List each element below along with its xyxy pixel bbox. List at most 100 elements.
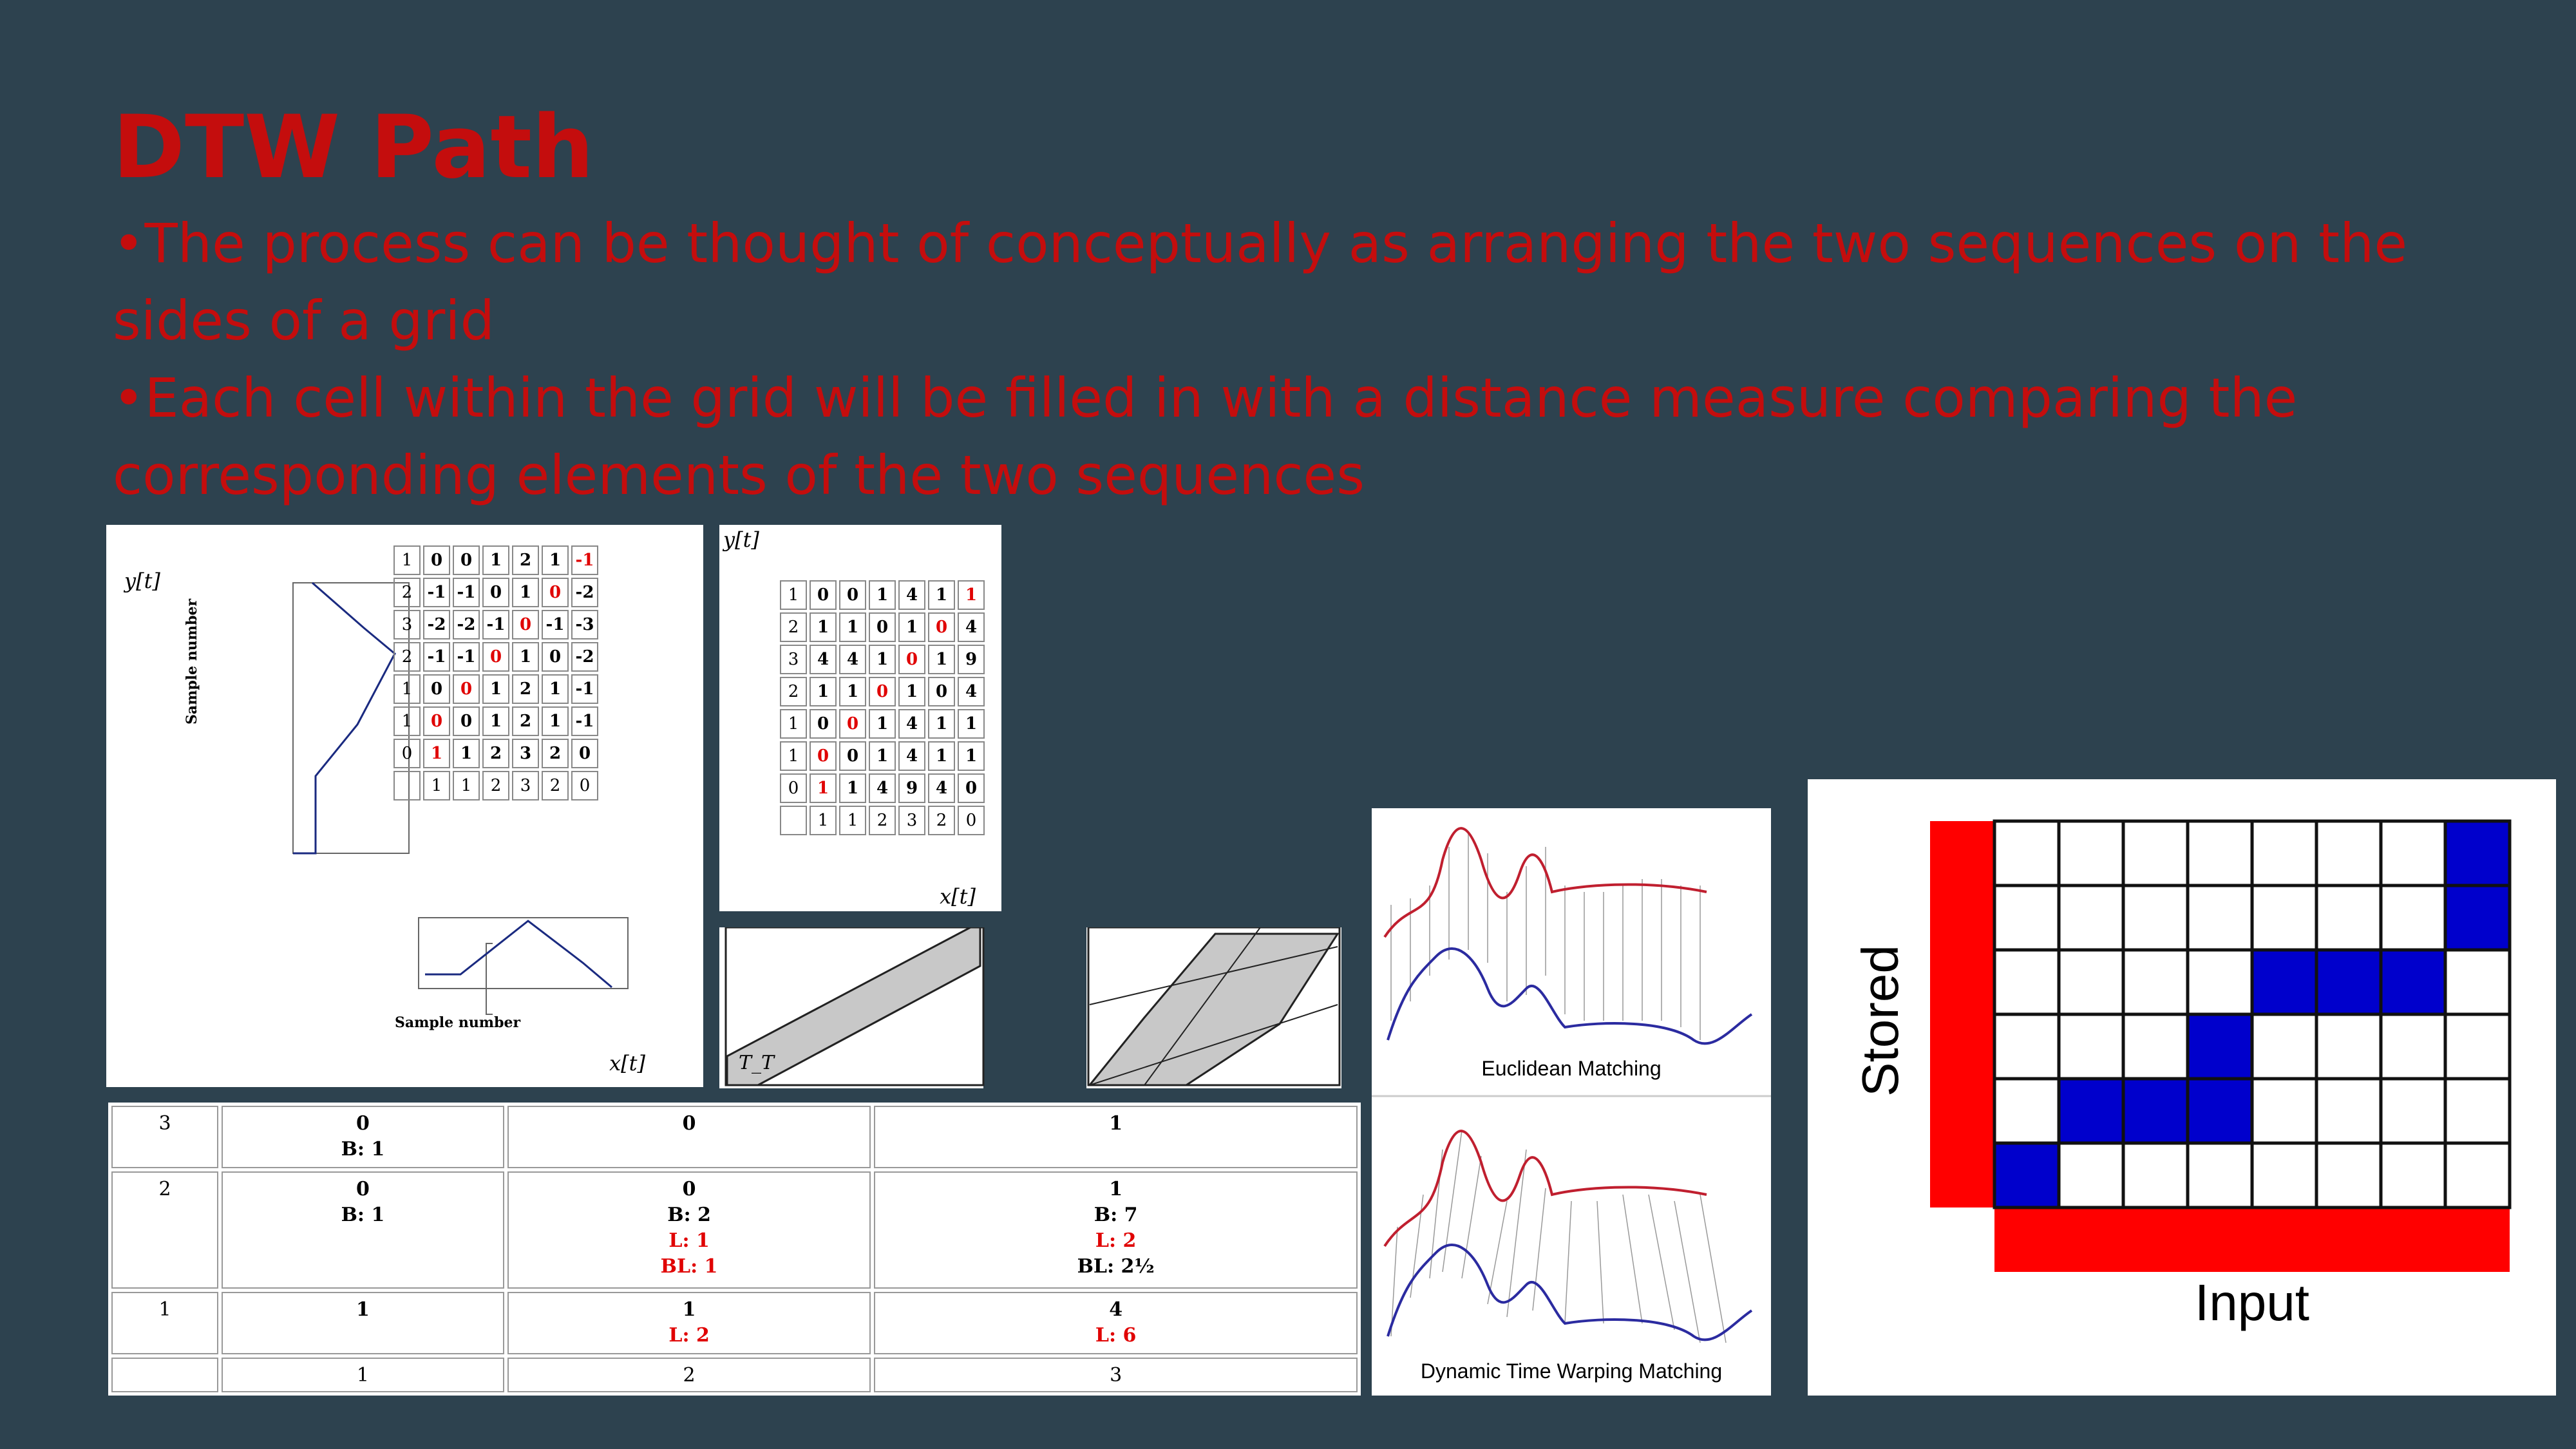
grid-cell: 1 bbox=[542, 706, 569, 736]
grid-cell bbox=[2315, 1141, 2383, 1209]
grid-cell: 1 bbox=[453, 739, 480, 768]
grid-cell bbox=[2443, 819, 2512, 887]
grid-cell bbox=[2121, 1141, 2190, 1209]
grid-cell: 1 bbox=[780, 580, 807, 610]
grid-cell: 1 bbox=[958, 580, 985, 610]
cell-line: 1 bbox=[1109, 1112, 1123, 1135]
grid-cell: 3 bbox=[780, 645, 807, 674]
grid-cell: 1 bbox=[512, 578, 539, 607]
x-sequence-plot bbox=[486, 943, 493, 1015]
euclidean-caption: Euclidean Matching bbox=[1481, 1057, 1661, 1080]
grid-cell: 1 bbox=[839, 612, 866, 642]
cell-line: 0 bbox=[356, 1112, 370, 1135]
grid-row: 1 0 0 1 2 1 -1 bbox=[393, 706, 598, 736]
grid-cell: 0 bbox=[839, 580, 866, 610]
grid-cell: 1 bbox=[928, 709, 955, 739]
grid-cell: 1 bbox=[482, 545, 509, 575]
grid-cell: 2 bbox=[393, 642, 421, 672]
grid-row: 1 0 0 1 2 1 -1 bbox=[393, 545, 598, 575]
grid-cell bbox=[2315, 819, 2383, 887]
grid-cell: 0 bbox=[482, 642, 509, 672]
table-row: 2 0 B: 1 0 B: 2 L: 1 BL: 1 1 B: 7 L: 2 BL: 2½ bbox=[111, 1171, 1358, 1289]
grid-cell: 1 bbox=[512, 642, 539, 672]
slide-title: DTW Path bbox=[113, 97, 594, 198]
table-cell: 1 bbox=[222, 1291, 504, 1354]
difference-grid: 1 0 0 1 2 1 -1 2 -1 -1 0 1 0 -2 3 -2 -2 -1 0 -1 -3 2 -1 -1 0 1 0 -2… bbox=[391, 543, 601, 803]
grid-cell bbox=[2443, 1012, 2512, 1081]
grid-cell: 2 bbox=[542, 771, 569, 800]
grid-cell bbox=[2379, 884, 2447, 952]
grid-cells bbox=[1993, 819, 2512, 1209]
grid-cell: 0 bbox=[453, 545, 480, 575]
grid-cell: -3 bbox=[571, 610, 598, 639]
grid-cell: -1 bbox=[453, 578, 480, 607]
cell-line: 1 bbox=[356, 1298, 370, 1321]
grid-cell: 0 bbox=[542, 578, 569, 607]
grid-cell: 1 bbox=[958, 741, 985, 771]
grid-cell: 1 bbox=[423, 739, 450, 768]
y-axis-title: Sample number bbox=[184, 599, 200, 724]
grid-cell: 0 bbox=[423, 706, 450, 736]
grid-cell: -2 bbox=[571, 578, 598, 607]
table-row: 3 0 B: 1 0 1 bbox=[111, 1106, 1358, 1168]
figure-warping-windows: T_T bbox=[719, 926, 1341, 1088]
grid-cell: 0 bbox=[393, 739, 421, 768]
grid-cell bbox=[2186, 948, 2254, 1016]
grid-cell bbox=[2057, 884, 2125, 952]
grid-cell: 4 bbox=[958, 612, 985, 642]
grid-cell bbox=[2186, 884, 2254, 952]
y-sequence-plot: Sample number bbox=[184, 582, 410, 855]
grid-cell: 2 bbox=[482, 771, 509, 800]
grid-cell: 1 bbox=[810, 677, 837, 706]
grid-cell: 0 bbox=[571, 739, 598, 768]
y-label: y[t] bbox=[124, 569, 160, 593]
grid-cell: 2 bbox=[512, 674, 539, 704]
grid-cell: 1 bbox=[393, 706, 421, 736]
grid-cell: 3 bbox=[898, 806, 925, 835]
grid-cell: 3 bbox=[512, 771, 539, 800]
stored-label: Stored bbox=[1852, 945, 1909, 1097]
cell-line: 1 bbox=[682, 1298, 696, 1321]
grid-cell: 2 bbox=[393, 578, 421, 607]
grid-cell bbox=[2057, 819, 2125, 887]
grid-cell bbox=[2186, 819, 2254, 887]
warping-window-bands: T_T bbox=[719, 926, 1341, 1088]
cell-line: B: 1 bbox=[341, 1138, 385, 1160]
cell-line: 2 bbox=[683, 1363, 696, 1387]
grid-row: 2 -1 -1 0 1 0 -2 bbox=[393, 578, 598, 607]
grid-cell: -1 bbox=[423, 578, 450, 607]
table-cell: 0 B: 1 bbox=[222, 1171, 504, 1289]
grid-cell: 1 bbox=[780, 709, 807, 739]
grid-cell: 9 bbox=[898, 773, 925, 803]
cell-line: B: 2 bbox=[667, 1203, 711, 1226]
grid-cell bbox=[2315, 948, 2383, 1016]
grid-cell bbox=[1993, 948, 2061, 1016]
grid-cell: 1 bbox=[928, 580, 955, 610]
table-cell: 2 bbox=[507, 1357, 871, 1392]
grid-cell bbox=[2121, 1012, 2190, 1081]
grid-cell: 1 bbox=[869, 580, 896, 610]
grid-cell bbox=[2379, 1077, 2447, 1145]
cell-line: 0 bbox=[356, 1177, 370, 1200]
grid-cell: 1 bbox=[780, 741, 807, 771]
grid-cell: 1 bbox=[810, 612, 837, 642]
row-header: 1 bbox=[111, 1291, 218, 1354]
dtw-caption: Dynamic Time Warping Matching bbox=[1421, 1359, 1722, 1383]
grid-cell bbox=[2121, 1077, 2190, 1145]
grid-cell: 4 bbox=[839, 645, 866, 674]
grid-cell: 1 bbox=[393, 674, 421, 704]
cell-line: 1 bbox=[356, 1363, 369, 1387]
grid-cell: 0 bbox=[839, 741, 866, 771]
cell-line: L: 6 bbox=[1095, 1323, 1137, 1347]
dtw-lines bbox=[1390, 1130, 1727, 1343]
grid-cell: 1 bbox=[869, 741, 896, 771]
x-label: x[t] bbox=[940, 884, 976, 909]
grid-cell: 0 bbox=[571, 771, 598, 800]
grid-cell bbox=[2379, 948, 2447, 1016]
